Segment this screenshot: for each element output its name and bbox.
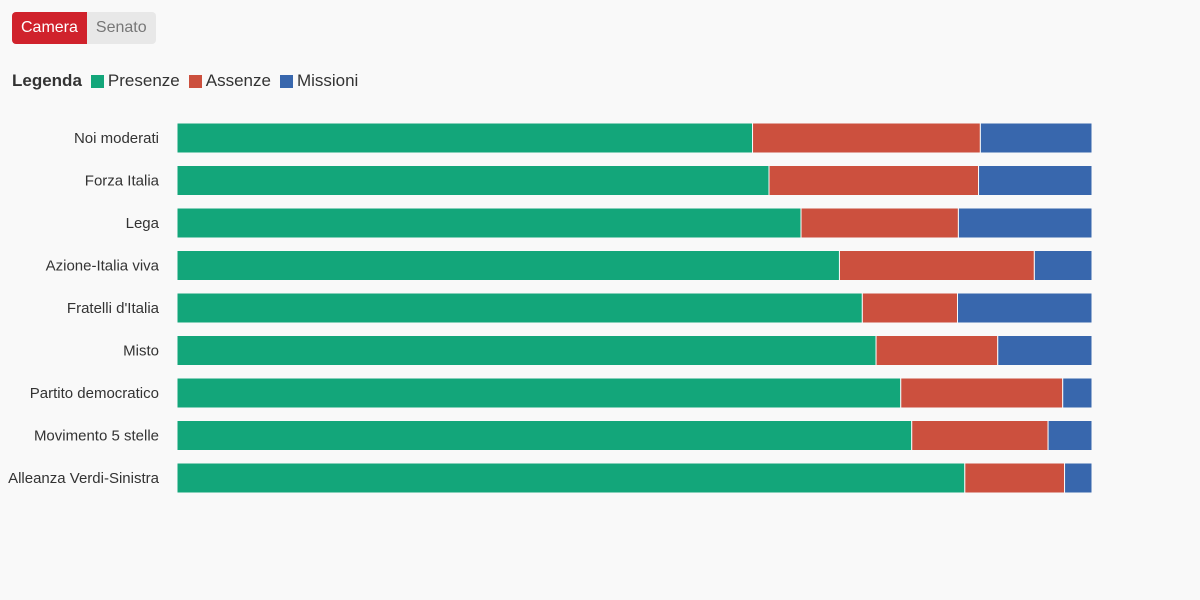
category-label-forza-italia: Forza Italia (85, 173, 160, 190)
legend-swatch-assenze (188, 74, 202, 88)
bar-missioni-noi-moderati[interactable] (979, 122, 1093, 154)
legend-item-assenze: Assenze (188, 71, 271, 91)
bar-assenze-misto[interactable] (875, 335, 999, 366)
legend-swatch-missioni (279, 74, 293, 88)
bar-assenze-azione-italia-viva[interactable] (838, 250, 1035, 281)
category-label-lega: Lega (126, 215, 160, 232)
bar-assenze-lega[interactable] (800, 207, 959, 239)
tab-senato[interactable]: Senato (86, 12, 156, 44)
bar-presenze-forza-italia[interactable] (176, 165, 770, 196)
bar-assenze-fratelli-d-italia[interactable] (861, 292, 958, 324)
legend-item-missioni: Missioni (279, 71, 359, 91)
bar-missioni-alleanza-verdi-sinistra[interactable] (1064, 462, 1093, 494)
bar-presenze-partito-democratico[interactable] (176, 377, 902, 409)
chamber-toggle: Camera Senato (12, 12, 156, 44)
legend-label-assenze: Assenze (205, 71, 271, 90)
category-label-fratelli-d-italia: Fratelli d'Italia (67, 300, 160, 317)
bar-presenze-misto[interactable] (176, 335, 877, 366)
bar-assenze-alleanza-verdi-sinistra[interactable] (964, 462, 1066, 494)
legend: Legenda Presenze Assenze Missioni (12, 69, 367, 93)
bar-assenze-noi-moderati[interactable] (752, 122, 981, 154)
bar-presenze-alleanza-verdi-sinistra[interactable] (176, 462, 966, 494)
bar-missioni-movimento-5-stelle[interactable] (1047, 420, 1093, 451)
bar-assenze-movimento-5-stelle[interactable] (911, 420, 1049, 451)
category-label-movimento-5-stelle: Movimento 5 stelle (34, 428, 159, 445)
legend-title: Legenda (12, 71, 82, 90)
bar-missioni-forza-italia[interactable] (978, 165, 1093, 196)
bar-presenze-lega[interactable] (176, 207, 802, 239)
bar-missioni-fratelli-d-italia[interactable] (956, 292, 1093, 324)
category-label-misto: Misto (123, 343, 159, 360)
category-label-partito-democratico: Partito democratico (30, 385, 159, 402)
bar-missioni-azione-italia-viva[interactable] (1033, 250, 1093, 281)
legend-item-presenze: Presenze (90, 71, 180, 91)
bar-presenze-fratelli-d-italia[interactable] (176, 292, 863, 324)
legend-label-presenze: Presenze (107, 71, 180, 90)
bar-missioni-lega[interactable] (957, 207, 1093, 239)
category-label-noi-moderati: Noi moderati (74, 130, 159, 147)
bar-assenze-partito-democratico[interactable] (900, 377, 1064, 409)
bar-missioni-partito-democratico[interactable] (1062, 377, 1093, 409)
bar-presenze-noi-moderati[interactable] (176, 122, 754, 154)
legend-swatch-presenze (90, 74, 104, 88)
category-label-alleanza-verdi-sinistra: Alleanza Verdi-Sinistra (8, 470, 160, 487)
bar-presenze-movimento-5-stelle[interactable] (176, 420, 913, 451)
bar-presenze-azione-italia-viva[interactable] (176, 250, 840, 281)
category-label-azione-italia-viva: Azione-Italia viva (46, 258, 160, 275)
bar-missioni-misto[interactable] (997, 335, 1093, 366)
legend-label-missioni: Missioni (296, 71, 359, 90)
tab-camera[interactable]: Camera (12, 12, 87, 44)
bar-assenze-forza-italia[interactable] (768, 165, 980, 196)
